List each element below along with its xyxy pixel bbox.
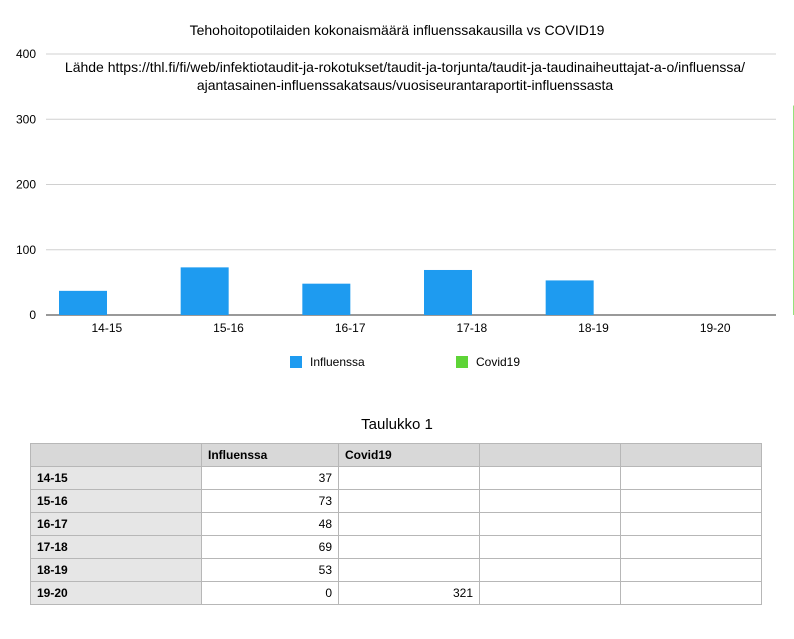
chart-legend: Influenssa Covid19: [0, 355, 794, 375]
table-header-covid19: Covid19: [338, 443, 480, 467]
table-cell-covid19: [338, 489, 480, 513]
table-cell-influenssa: 69: [201, 535, 339, 559]
table-header-row: Influenssa Covid19: [30, 443, 762, 467]
bar-influenssa: [424, 269, 472, 315]
table-cell-empty: [620, 535, 762, 559]
y-tick-label: 0: [29, 308, 36, 322]
table-cell-covid19: 321: [338, 581, 480, 605]
y-tick-label: 300: [16, 112, 36, 126]
bar-influenssa: [302, 283, 351, 315]
table-cell-empty: [479, 558, 621, 582]
legend-swatch-influenssa: [290, 356, 302, 368]
table-row-label: 15-16: [30, 489, 202, 513]
bar-chart: 0 100 200 300 400 14-15 15-16 16-17 17-18 18-19 19…: [16, 47, 794, 335]
bar-influenssa: [59, 290, 107, 315]
table-row: 17-18 69: [30, 535, 762, 559]
table-row: 16-17 48: [30, 512, 762, 536]
x-tick-label: 14-15: [91, 321, 122, 335]
table-cell-empty: [479, 512, 621, 536]
table-header-influenssa: Influenssa: [201, 443, 339, 467]
chart-source-note: Lähde https://thl.fi/fi/web/infektiotaud…: [30, 58, 780, 94]
table-cell-empty: [479, 581, 621, 605]
x-tick-label: 19-20: [700, 321, 731, 335]
chart-title: Tehohoitopotilaiden kokonaismäärä influe…: [189, 22, 605, 38]
table-row: 19-20 0 321: [30, 581, 762, 605]
y-tick-label: 200: [16, 178, 36, 192]
legend-label-influenssa: Influenssa: [310, 355, 365, 369]
table-cell-influenssa: 73: [201, 489, 339, 513]
x-tick-label: 15-16: [213, 321, 244, 335]
table-cell-influenssa: 53: [201, 558, 339, 582]
table-header-empty: [479, 443, 621, 467]
table-row-label: 16-17: [30, 512, 202, 536]
x-tick-label: 16-17: [335, 321, 366, 335]
y-tick-label: 100: [16, 243, 36, 257]
legend-item-influenssa: Influenssa: [290, 355, 365, 369]
table-cell-influenssa: 37: [201, 466, 339, 490]
legend-swatch-covid19: [456, 356, 468, 368]
table-cell-influenssa: 0: [201, 581, 339, 605]
table-cell-influenssa: 48: [201, 512, 339, 536]
x-tick-label: 17-18: [456, 321, 487, 335]
table-cell-covid19: [338, 558, 480, 582]
table-title: Taulukko 1: [361, 416, 433, 433]
y-tick-label: 400: [16, 47, 36, 61]
table-cell-empty: [479, 489, 621, 513]
table-cell-covid19: [338, 512, 480, 536]
bar-influenssa: [180, 267, 229, 315]
table-row: 18-19 53: [30, 558, 762, 582]
table-header-empty: [620, 443, 762, 467]
chart-source-line-2: ajantasainen-influenssakatsaus/vuosiseur…: [196, 77, 614, 93]
table-cell-empty: [620, 581, 762, 605]
table-cell-empty: [620, 466, 762, 490]
bar-influenssa: [545, 280, 594, 315]
table-cell-covid19: [338, 535, 480, 559]
legend-label-covid19: Covid19: [476, 355, 521, 369]
chart-source-line-1: Lähde https://thl.fi/fi/web/infektiotaud…: [64, 59, 746, 75]
table-header-corner: [30, 443, 202, 467]
legend-item-covid19: Covid19: [456, 355, 520, 369]
table-row-label: 14-15: [30, 466, 202, 490]
table-cell-empty: [620, 512, 762, 536]
data-table: Influenssa Covid19 14-15 37 15-16 73 16-17 48…: [30, 443, 762, 605]
table-cell-empty: [620, 558, 762, 582]
table-row-label: 17-18: [30, 535, 202, 559]
table-cell-empty: [620, 489, 762, 513]
table-row-label: 18-19: [30, 558, 202, 582]
table-cell-covid19: [338, 466, 480, 490]
table-cell-empty: [479, 466, 621, 490]
x-tick-label: 18-19: [578, 321, 609, 335]
table-cell-empty: [479, 535, 621, 559]
table-row: 14-15 37: [30, 466, 762, 490]
table-row: 15-16 73: [30, 489, 762, 513]
table-body: 14-15 37 15-16 73 16-17 48 17-18 69 18-19 53 19-20…: [30, 466, 762, 605]
table-row-label: 19-20: [30, 581, 202, 605]
